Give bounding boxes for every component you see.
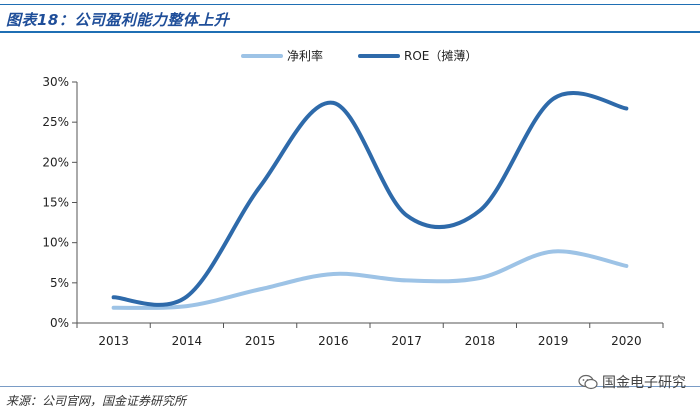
- x-tick-label: 2020: [611, 334, 642, 348]
- title-bar: 图表18：公司盈利能力整体上升: [0, 5, 700, 33]
- y-tick-label: 15%: [42, 196, 69, 210]
- source-note: 来源：公司官网，国金证券研究所: [6, 394, 187, 408]
- x-tick-label: 2015: [245, 334, 276, 348]
- legend-label-2: ROE（摊薄）: [404, 48, 477, 63]
- watermark-text: 国金电子研究: [602, 375, 686, 391]
- y-tick-label: 5%: [50, 276, 69, 290]
- series-line-2: [111, 91, 629, 307]
- x-tick-label: 2019: [538, 334, 569, 348]
- y-tick-label: 20%: [42, 155, 69, 169]
- line-chart: 0% 5% 10% 15% 20% 25% 30% 2013 2014 2015 2016 2017 2…: [42, 48, 664, 348]
- y-tick-label: 25%: [42, 115, 69, 129]
- legend-label-1: 净利率: [287, 48, 323, 63]
- figure-title: 图表18：公司盈利能力整体上升: [6, 11, 230, 29]
- series-line-1: [111, 249, 629, 310]
- footer-rule: [0, 386, 700, 387]
- y-tick-label: 0%: [50, 316, 69, 330]
- x-tick-label: 2013: [98, 334, 129, 348]
- top-rule: [0, 4, 700, 5]
- y-tick-label: 30%: [42, 75, 69, 89]
- y-tick-label: 10%: [42, 236, 69, 250]
- x-tick-label: 2018: [465, 334, 496, 348]
- x-tick-label: 2017: [391, 334, 422, 348]
- x-tick-label: 2016: [318, 334, 349, 348]
- watermark: 国金电子研究: [578, 372, 686, 392]
- wechat-icon: [578, 374, 598, 390]
- x-tick-label: 2014: [172, 334, 203, 348]
